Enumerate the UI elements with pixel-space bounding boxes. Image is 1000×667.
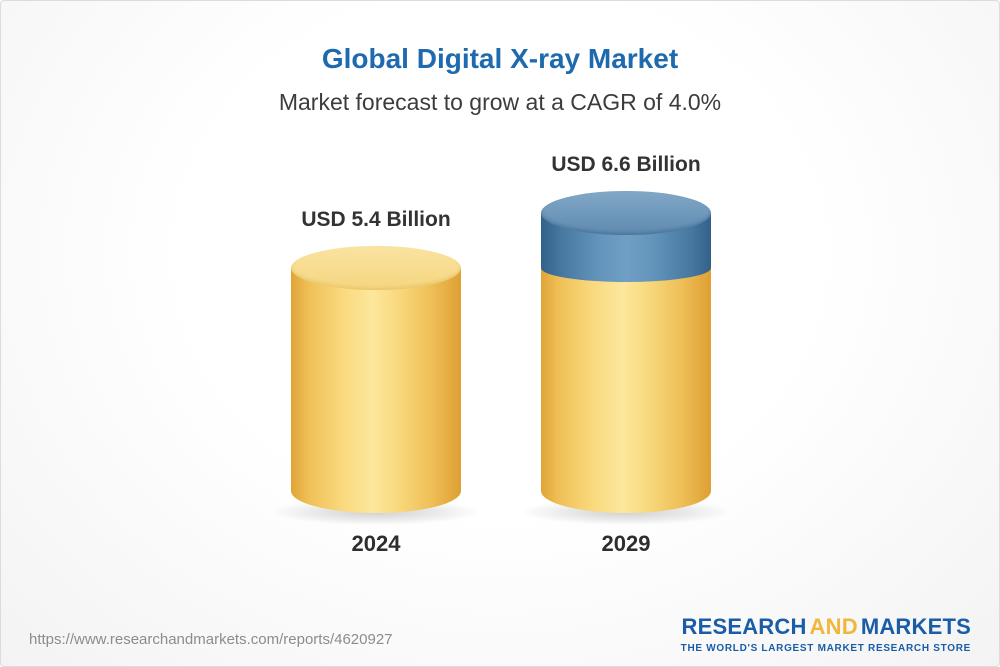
- page-title: Global Digital X-ray Market: [321, 43, 679, 74]
- axis-label-2029: 2029: [601, 531, 651, 556]
- logo-tagline: THE WORLD'S LARGEST MARKET RESEARCH STOR…: [680, 643, 971, 654]
- bar-group-2029: USD 6.6 Billion 2029: [523, 153, 729, 556]
- logo-wordmark: RESEARCH AND MARKETS: [681, 614, 971, 640]
- cylinder-top-ellipse: [541, 191, 711, 235]
- bar-chart: USD 5.4 Billion 2024 USD 6.6 Billion 202…: [1, 151, 999, 556]
- value-label-2024: USD 5.4 Billion: [301, 208, 451, 231]
- cylinder-bar-2024: [273, 246, 479, 525]
- logo-word-markets: MARKETS: [860, 614, 971, 639]
- logo-word-and: AND: [809, 614, 858, 639]
- cylinder-bar-2029: [523, 191, 729, 525]
- axis-label-2024: 2024: [351, 531, 401, 556]
- value-label-2029: USD 6.6 Billion: [551, 153, 701, 176]
- growth-segment-bottom-arc: [541, 254, 711, 282]
- cylinder-top-ellipse: [291, 246, 461, 290]
- report-url: https://www.researchandmarkets.com/repor…: [29, 631, 393, 648]
- research-and-markets-logo: RESEARCH AND MARKETS THE WORLD'S LARGEST M…: [681, 614, 971, 654]
- page-subtitle: Market forecast to grow at a CAGR of 4.0…: [278, 89, 722, 115]
- bar-group-2024: USD 5.4 Billion 2024: [273, 208, 479, 556]
- logo-word-research: RESEARCH: [681, 614, 807, 639]
- cylinder-body-yellow: [291, 268, 461, 513]
